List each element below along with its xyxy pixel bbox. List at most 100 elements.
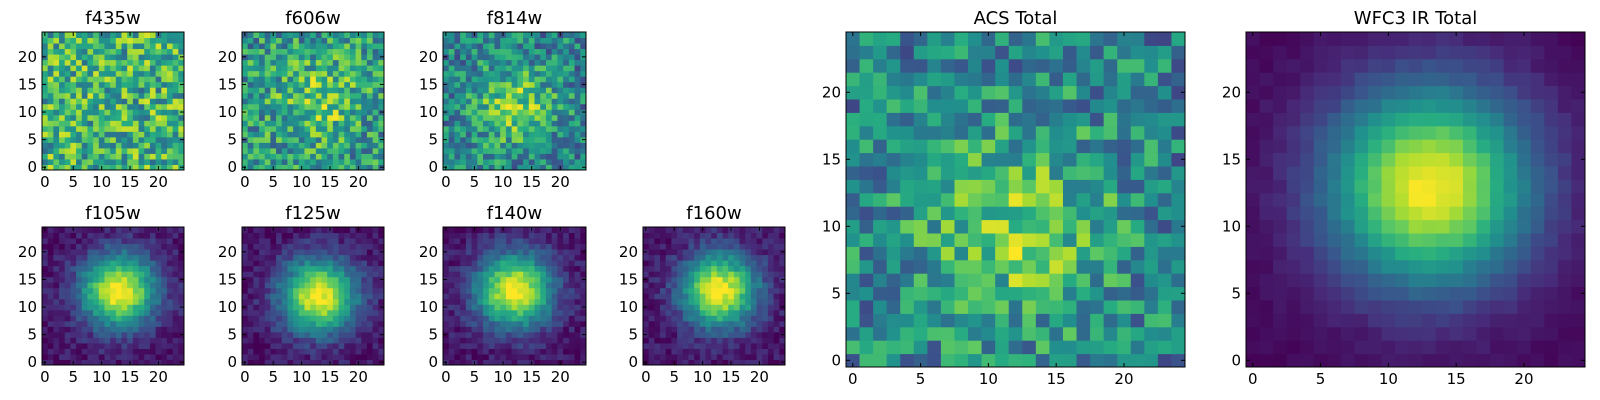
heatmap-cell	[293, 120, 300, 127]
y-tick-label: 10	[18, 298, 37, 316]
heatmap-cell	[643, 271, 650, 278]
heatmap-cell	[545, 282, 553, 289]
heatmap-cell	[705, 276, 712, 283]
heatmap-cell	[648, 298, 655, 305]
heatmap-cell	[98, 54, 105, 61]
heatmap-cell	[694, 271, 701, 278]
heatmap-cell	[557, 232, 564, 239]
heatmap-cell	[682, 271, 689, 278]
heatmap-cell	[47, 353, 54, 360]
heatmap-cell	[310, 304, 317, 311]
heatmap-cell	[59, 65, 66, 72]
heatmap-cell	[53, 353, 60, 360]
heatmap-cell	[779, 254, 786, 261]
heatmap-cell	[64, 304, 71, 311]
heatmap-cell	[53, 37, 60, 44]
heatmap-cell	[750, 260, 758, 267]
heatmap-cell	[247, 92, 254, 99]
heatmap-cell	[517, 103, 524, 110]
heatmap-cell	[471, 337, 478, 344]
heatmap-cell	[242, 298, 249, 305]
heatmap-cell	[304, 260, 311, 267]
heatmap-cell	[64, 309, 71, 316]
heatmap-cell	[144, 326, 151, 333]
heatmap-cell	[500, 131, 507, 138]
heatmap-cell	[315, 326, 323, 333]
heatmap-cell	[115, 92, 123, 99]
heatmap-cell	[494, 227, 501, 234]
heatmap-cell	[443, 125, 450, 132]
heatmap-cell	[378, 98, 385, 105]
heatmap-cell	[81, 32, 88, 39]
heatmap-cell	[332, 309, 340, 316]
heatmap-cell	[64, 342, 71, 349]
heatmap-cell	[315, 243, 323, 250]
heatmap-cell	[338, 342, 345, 349]
heatmap-cell	[534, 43, 541, 50]
heatmap-cell	[505, 32, 513, 39]
heatmap-cell	[540, 348, 547, 355]
heatmap-cell	[247, 70, 254, 77]
heatmap-cell	[178, 342, 185, 349]
heatmap-cell	[454, 48, 461, 55]
heatmap-cell	[264, 131, 271, 138]
heatmap-cell	[281, 142, 288, 149]
heatmap-cell	[448, 125, 455, 132]
heatmap-cell	[563, 287, 570, 294]
heatmap-cell	[332, 293, 340, 300]
heatmap-cell	[64, 136, 71, 143]
heatmap-cell	[115, 271, 123, 278]
heatmap-cell	[155, 147, 162, 154]
heatmap-cell	[1035, 313, 1050, 328]
heatmap-cell	[344, 342, 351, 349]
heatmap-cell	[327, 81, 334, 88]
heatmap-cell	[166, 353, 174, 360]
heatmap-cell	[344, 348, 351, 355]
heatmap-cell	[115, 153, 123, 160]
heatmap-cell	[511, 32, 518, 39]
heatmap-cell	[557, 103, 564, 110]
heatmap-cell	[42, 125, 49, 132]
heatmap-cell	[93, 265, 100, 272]
heatmap-cell	[259, 287, 266, 294]
heatmap-cell	[574, 48, 581, 55]
heatmap-cell	[677, 326, 684, 333]
heatmap-cell	[1130, 179, 1145, 194]
heatmap-cell	[332, 298, 340, 305]
heatmap-cell	[321, 320, 328, 327]
heatmap-cell	[287, 153, 294, 160]
heatmap-cell	[115, 158, 123, 165]
heatmap-cell	[321, 81, 328, 88]
heatmap-cell	[304, 342, 311, 349]
heatmap-cell	[47, 43, 54, 50]
heatmap-cell	[259, 164, 266, 171]
heatmap-cell	[540, 48, 547, 55]
heatmap-cell	[149, 103, 157, 110]
heatmap-cell	[127, 309, 134, 316]
heatmap-cell	[443, 59, 450, 66]
heatmap-cell	[253, 309, 260, 316]
heatmap-cell	[127, 276, 134, 283]
heatmap-cell	[178, 353, 185, 360]
heatmap-cell	[242, 98, 249, 105]
heatmap-cell	[344, 164, 351, 171]
heatmap-cell	[494, 298, 501, 305]
heatmap-cell	[172, 32, 179, 39]
heatmap-cell	[332, 243, 340, 250]
heatmap-cell	[728, 326, 735, 333]
heatmap-cell	[247, 54, 254, 61]
heatmap-cell	[149, 337, 157, 344]
heatmap-cell	[563, 70, 570, 77]
x-tick-label: 5	[669, 368, 679, 386]
heatmap-cell	[728, 232, 735, 239]
heatmap-cell	[315, 114, 323, 121]
heatmap-cell	[366, 43, 374, 50]
heatmap-cell	[327, 309, 334, 316]
heatmap-cell	[161, 98, 168, 105]
heatmap-cell	[338, 320, 345, 327]
heatmap-cell	[505, 353, 513, 360]
heatmap-cell	[1103, 273, 1118, 288]
heatmap-cell	[344, 249, 351, 256]
heatmap-cell	[155, 232, 162, 239]
heatmap-cell	[523, 320, 530, 327]
